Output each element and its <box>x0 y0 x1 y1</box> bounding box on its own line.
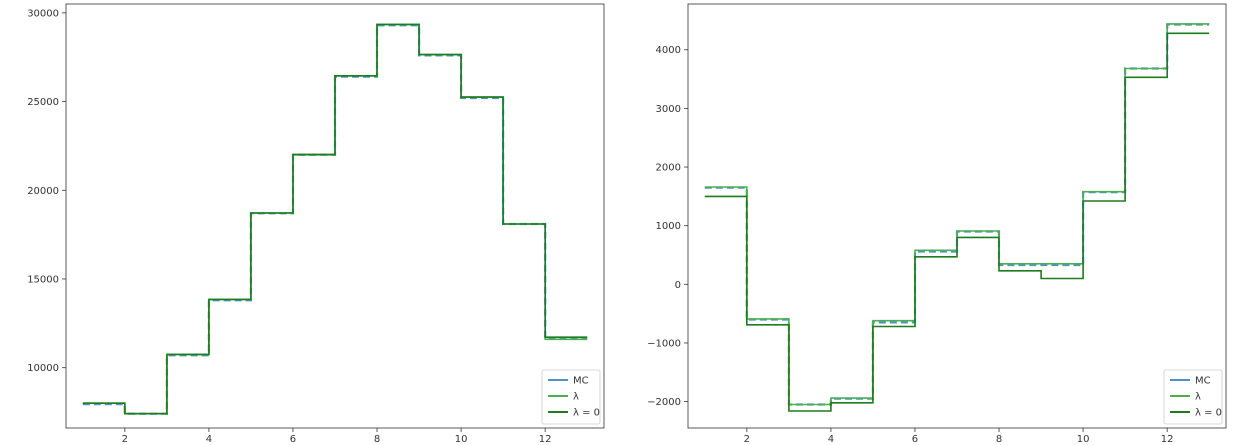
legend-label-3: λ = 0 <box>573 408 600 419</box>
y-tick-label: 25000 <box>27 97 59 108</box>
y-tick-label: 1000 <box>656 221 681 232</box>
legend: MC λ λ = 0 <box>541 369 601 425</box>
legend-box <box>541 369 601 425</box>
y-tick-label: 15000 <box>27 274 59 285</box>
x-tick-label: 6 <box>290 434 296 445</box>
x-tick-label: 10 <box>455 434 468 445</box>
x-tick-label: 6 <box>912 434 918 445</box>
x-tick-label: 4 <box>206 434 212 445</box>
chart-panel-2: 2 4 6 8 10 12 −2000 −1000 0 1000 2000 3000 4000 MC λ λ … <box>647 3 1227 445</box>
x-tick-label: 2 <box>122 434 128 445</box>
legend-box <box>1163 369 1223 425</box>
x-tick-label: 2 <box>744 434 750 445</box>
series-line-3 <box>82 23 588 415</box>
series-line-3 <box>704 32 1210 412</box>
x-tick-label: 10 <box>1077 434 1090 445</box>
legend: MC λ λ = 0 <box>1163 369 1223 425</box>
y-tick-label: −1000 <box>647 338 681 349</box>
y-tick-label: −2000 <box>647 397 681 408</box>
x-tick-label: 8 <box>374 434 380 445</box>
y-tick-label: 0 <box>675 280 681 291</box>
legend-label-3: λ = 0 <box>1195 408 1222 419</box>
x-tick-label: 12 <box>539 434 552 445</box>
x-tick-label: 12 <box>1161 434 1174 445</box>
chart-panel-1: 2 4 6 8 10 12 10000 15000 20000 25000 30000 MC λ λ = … <box>27 3 605 445</box>
y-tick-label: 30000 <box>27 8 59 19</box>
series-line-2 <box>704 23 1210 406</box>
legend-label-2: λ <box>573 392 579 403</box>
legend-label-1: MC <box>573 376 589 387</box>
plot-frame <box>65 3 605 429</box>
y-tick-label: 20000 <box>27 186 59 197</box>
legend-label-1: MC <box>1195 376 1211 387</box>
y-tick-label: 3000 <box>656 104 681 115</box>
legend-label-2: λ <box>1195 392 1201 403</box>
y-tick-label: 2000 <box>656 163 681 174</box>
y-tick-label: 4000 <box>656 45 681 56</box>
x-tick-label: 4 <box>828 434 834 445</box>
series-line-1 <box>704 23 1210 406</box>
plot-frame <box>687 3 1227 429</box>
y-tick-label: 10000 <box>27 363 59 374</box>
x-tick-label: 8 <box>996 434 1002 445</box>
